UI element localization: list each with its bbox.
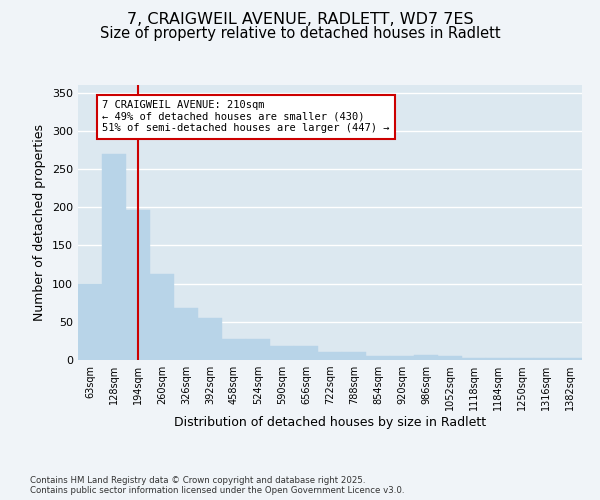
Bar bbox=[558, 358, 582, 360]
Bar bbox=[102, 154, 126, 360]
Bar bbox=[534, 358, 558, 360]
X-axis label: Distribution of detached houses by size in Radlett: Distribution of detached houses by size … bbox=[174, 416, 486, 429]
Y-axis label: Number of detached properties: Number of detached properties bbox=[34, 124, 46, 321]
Bar bbox=[462, 358, 486, 360]
Bar bbox=[174, 308, 198, 360]
Bar bbox=[342, 352, 366, 360]
Bar bbox=[246, 340, 270, 360]
Text: 7, CRAIGWEIL AVENUE, RADLETT, WD7 7ES: 7, CRAIGWEIL AVENUE, RADLETT, WD7 7ES bbox=[127, 12, 473, 28]
Bar bbox=[510, 358, 534, 360]
Text: 7 CRAIGWEIL AVENUE: 210sqm
← 49% of detached houses are smaller (430)
51% of sem: 7 CRAIGWEIL AVENUE: 210sqm ← 49% of deta… bbox=[102, 100, 389, 134]
Bar bbox=[270, 346, 294, 360]
Bar bbox=[198, 318, 222, 360]
Bar bbox=[414, 354, 438, 360]
Bar bbox=[294, 346, 318, 360]
Bar bbox=[78, 284, 102, 360]
Bar bbox=[390, 356, 414, 360]
Text: Contains HM Land Registry data © Crown copyright and database right 2025.
Contai: Contains HM Land Registry data © Crown c… bbox=[30, 476, 404, 495]
Bar bbox=[222, 340, 246, 360]
Bar bbox=[366, 356, 390, 360]
Bar bbox=[318, 352, 342, 360]
Bar bbox=[438, 356, 462, 360]
Bar bbox=[150, 274, 174, 360]
Text: Size of property relative to detached houses in Radlett: Size of property relative to detached ho… bbox=[100, 26, 500, 41]
Bar bbox=[126, 210, 150, 360]
Bar bbox=[486, 358, 510, 360]
